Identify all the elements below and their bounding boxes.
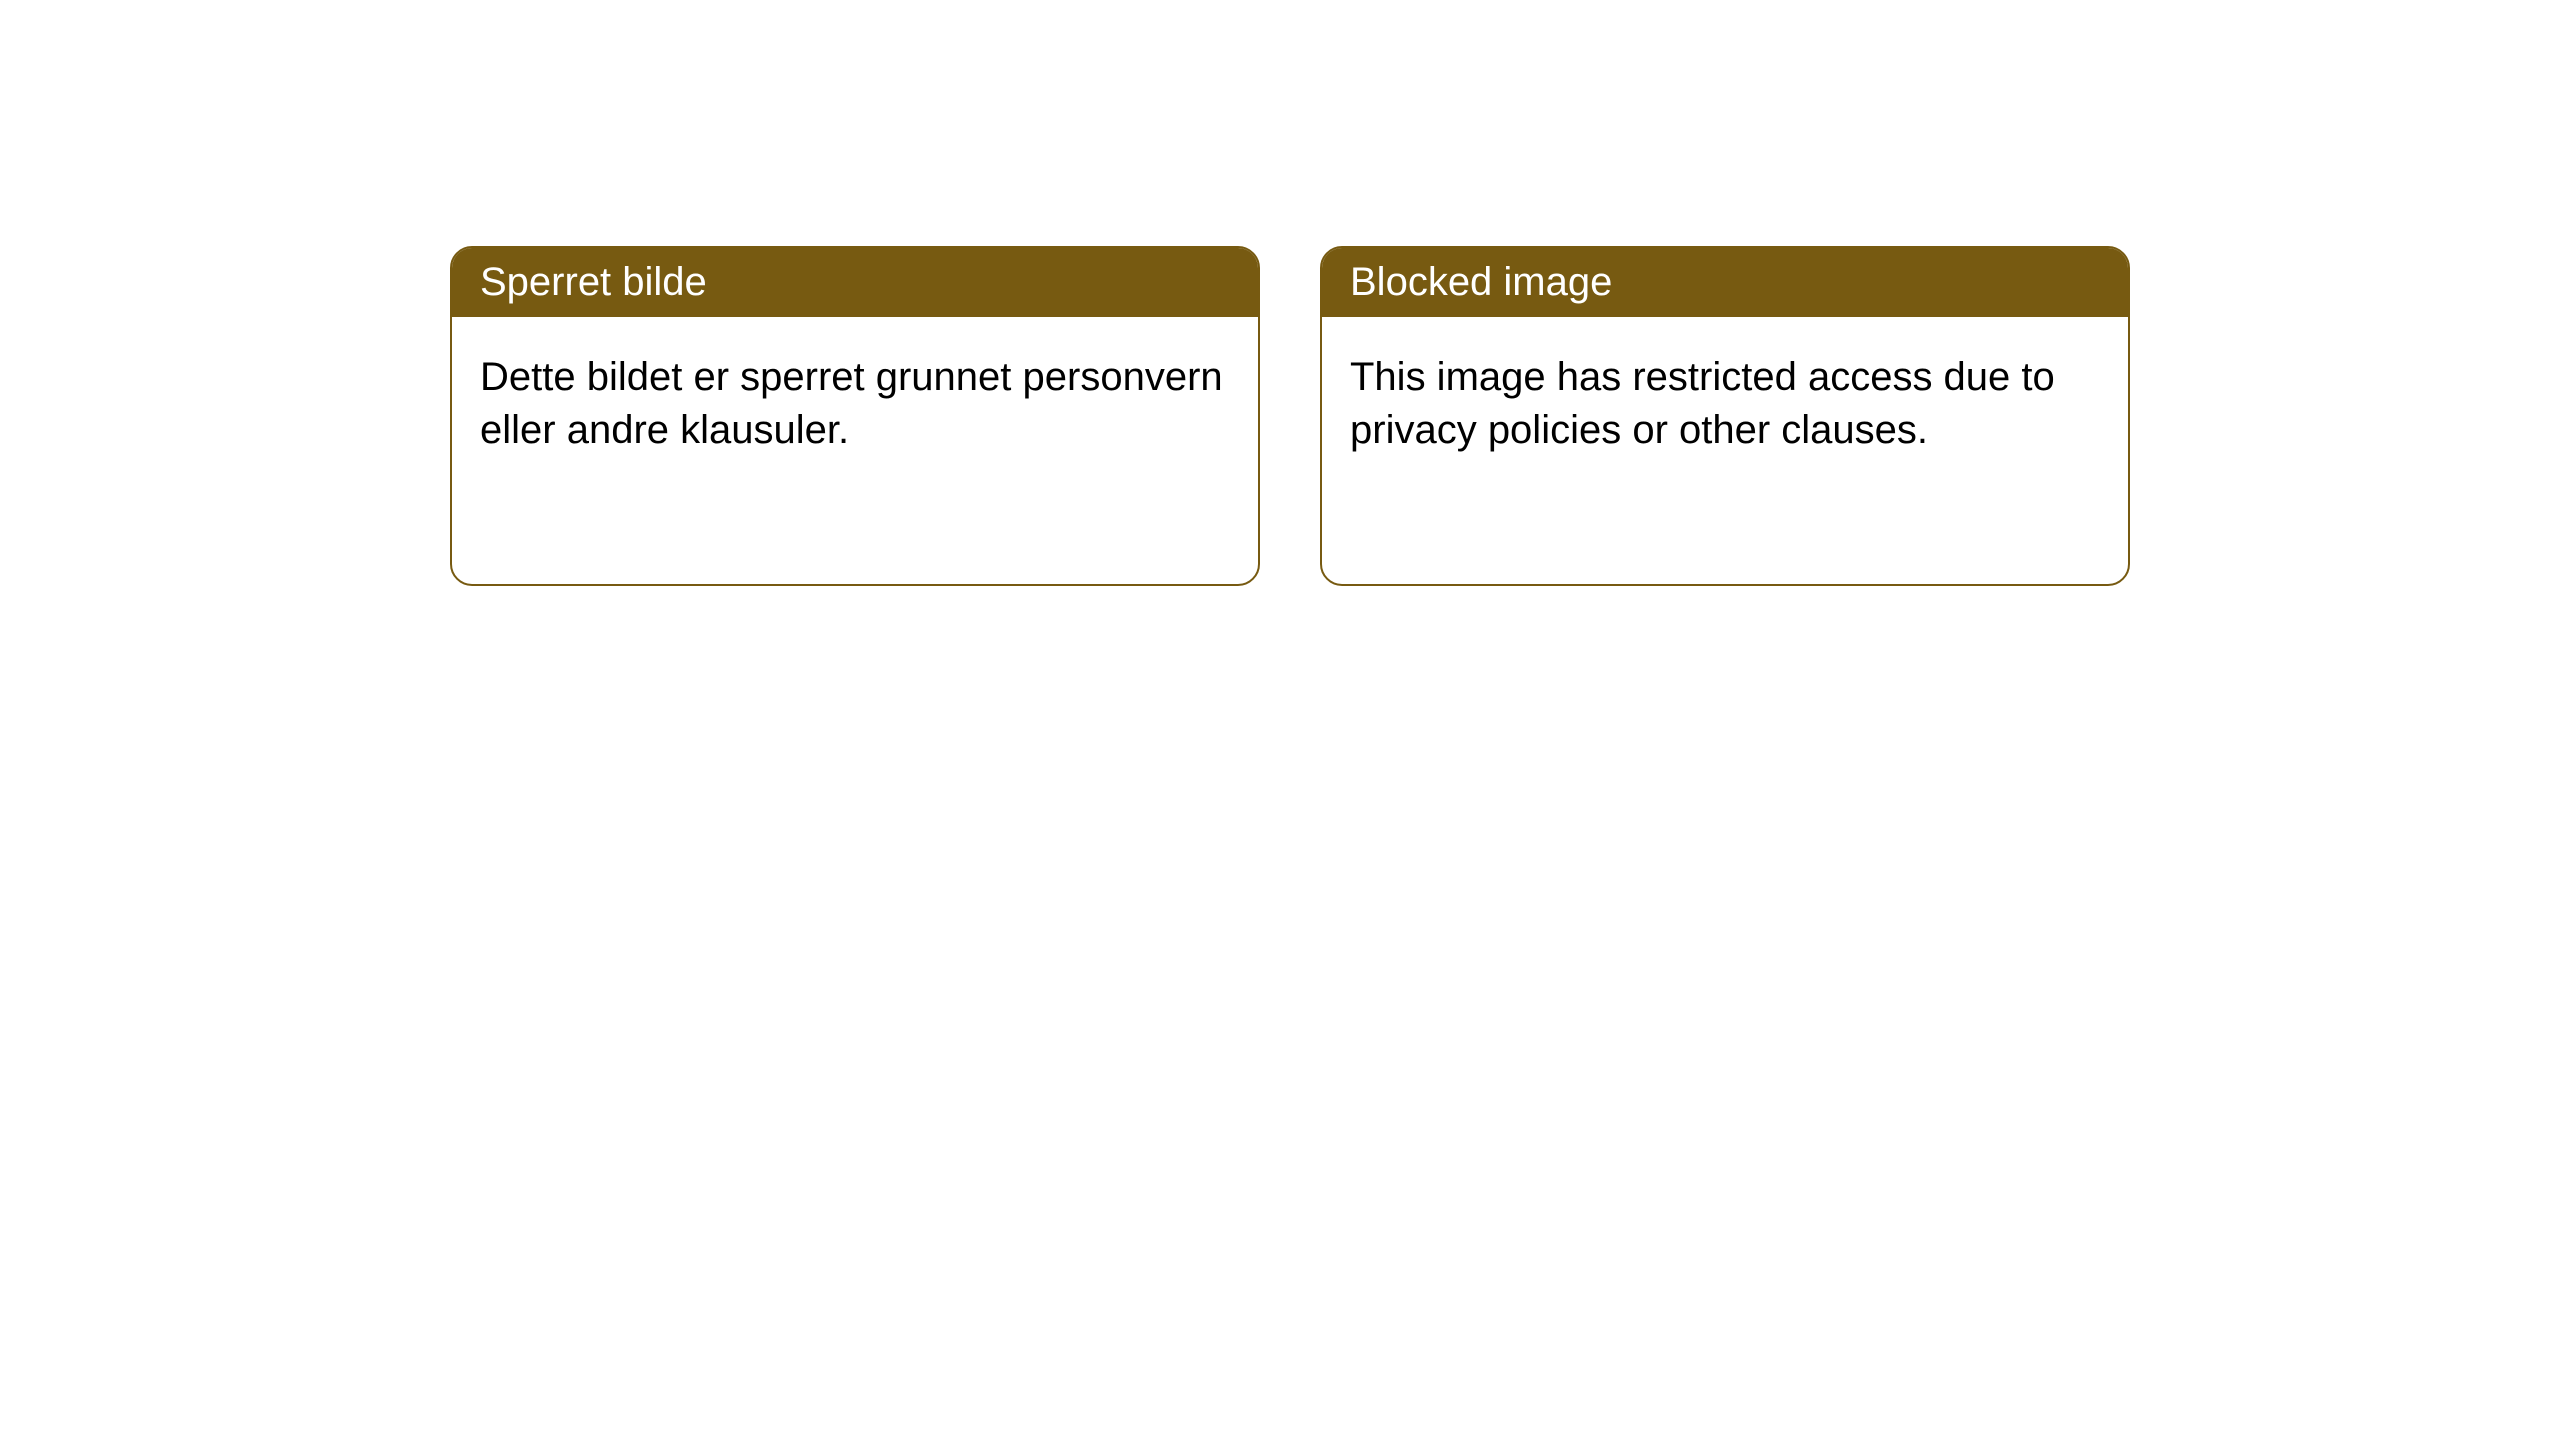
notice-title: Blocked image (1350, 260, 1612, 304)
notice-card-english: Blocked image This image has restricted … (1320, 246, 2130, 586)
notice-header: Sperret bilde (452, 248, 1258, 317)
notice-card-norwegian: Sperret bilde Dette bildet er sperret gr… (450, 246, 1260, 586)
notice-body: Dette bildet er sperret grunnet personve… (452, 317, 1258, 491)
notice-text: Dette bildet er sperret grunnet personve… (480, 355, 1223, 452)
notice-header: Blocked image (1322, 248, 2128, 317)
notice-body: This image has restricted access due to … (1322, 317, 2128, 491)
notice-text: This image has restricted access due to … (1350, 355, 2055, 452)
notice-container: Sperret bilde Dette bildet er sperret gr… (0, 0, 2560, 586)
notice-title: Sperret bilde (480, 260, 707, 304)
